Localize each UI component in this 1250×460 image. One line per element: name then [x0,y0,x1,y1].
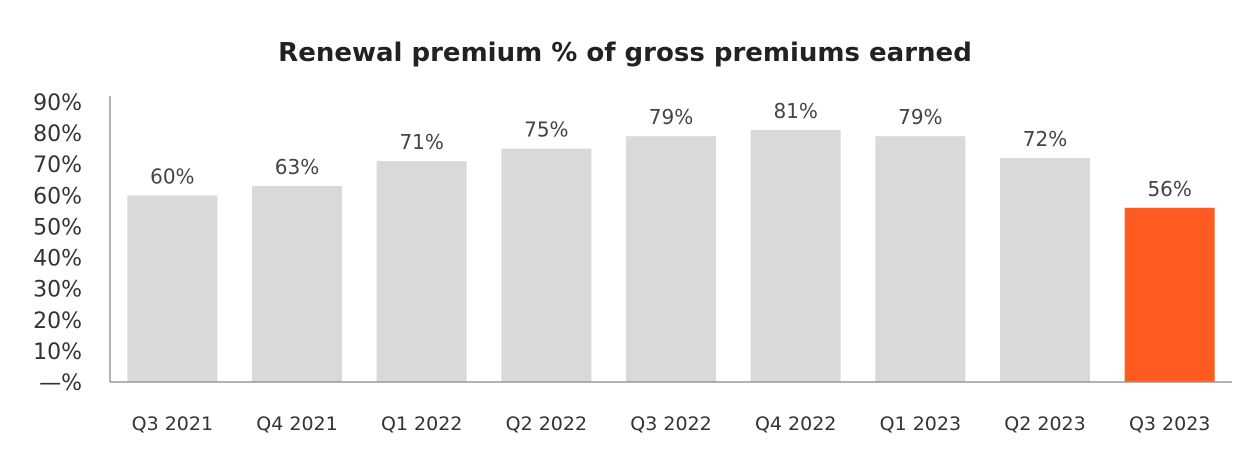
y-tick-label: 50% [33,215,82,240]
x-tick-label: Q2 2022 [506,413,587,435]
y-axis-ticks: —% 10% 20% 30% 40% 50% 60% 70% 80% 90% [33,91,82,396]
data-label: 75% [524,118,568,142]
x-tick-label: Q4 2022 [755,413,836,435]
y-tick-label: 10% [33,340,82,365]
bar-q1-2022 [376,161,467,382]
y-tick-label: 40% [33,247,82,272]
bar-q4-2021 [252,186,342,382]
y-tick-label: —% [39,371,82,396]
y-tick-label: 70% [33,153,82,178]
axes [109,96,1232,383]
data-label: 56% [1147,177,1191,201]
y-tick-label: 30% [33,278,82,303]
bar-q4-2022 [750,130,841,382]
x-tick-label: Q1 2022 [381,413,462,435]
x-tick-label: Q1 2023 [880,413,961,435]
data-label: 81% [773,99,817,123]
data-label: 72% [1023,127,1067,151]
x-tick-label: Q2 2023 [1004,413,1085,435]
x-tick-label: Q3 2023 [1129,413,1210,435]
bars [127,130,1215,382]
bar-q2-2022 [501,148,592,382]
y-tick-label: 90% [33,91,82,116]
x-tick-label: Q3 2021 [132,413,213,435]
bar-q1-2023 [875,136,966,382]
x-tick-label: Q4 2021 [256,413,337,435]
x-axis-ticks: Q3 2021 Q4 2021 Q1 2022 Q2 2022 Q3 2022 Q4 20… [132,413,1211,435]
bar-q2-2023 [1000,158,1090,382]
bar-q3-2021 [127,195,218,382]
y-tick-label: 20% [33,309,82,334]
data-label: 79% [898,105,942,129]
data-labels: 60% 63% 71% 75% 79% 81% 79% 72% 56% [150,99,1192,201]
data-label: 71% [399,130,443,154]
data-label: 79% [649,105,693,129]
y-tick-label: 60% [33,184,82,209]
chart-title: Renewal premium % of gross premiums earn… [278,38,972,68]
x-tick-label: Q3 2022 [630,413,711,435]
data-label: 63% [275,155,319,179]
bar-q3-2022 [626,136,716,382]
data-label: 60% [150,164,194,188]
bar-q3-2023 [1124,207,1215,382]
y-tick-label: 80% [33,122,82,147]
